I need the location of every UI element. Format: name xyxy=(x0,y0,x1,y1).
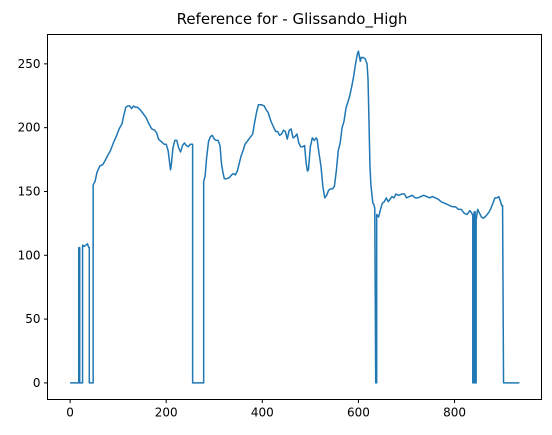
axes-frame xyxy=(47,34,542,400)
y-tick-label: 200 xyxy=(18,121,41,135)
chart-title: Reference for - Glissando_High xyxy=(177,10,408,29)
x-tick-label: 600 xyxy=(347,406,370,420)
y-axis: 0 50 100 150 200 250 xyxy=(18,57,48,390)
x-tick-label: 800 xyxy=(443,406,466,420)
plot-area xyxy=(70,50,520,384)
x-tick-label: 200 xyxy=(155,406,178,420)
y-tick-label: 250 xyxy=(18,57,41,71)
x-axis: 0 200 400 600 800 xyxy=(66,399,466,420)
x-tick-label: 0 xyxy=(66,406,74,420)
y-tick-label: 50 xyxy=(25,312,40,326)
y-tick-label: 150 xyxy=(18,184,41,198)
series-line xyxy=(70,50,520,384)
x-tick-label: 400 xyxy=(251,406,274,420)
y-tick-label: 0 xyxy=(33,376,41,390)
y-tick-label: 100 xyxy=(18,248,41,262)
